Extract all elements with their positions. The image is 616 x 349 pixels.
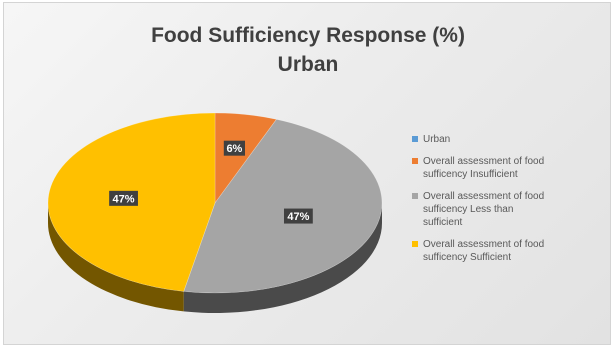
legend-label-line: Overall assessment of food xyxy=(423,191,545,202)
legend-label-line: sufficient xyxy=(423,217,463,228)
legend-swatch xyxy=(412,136,418,142)
legend-label-line: Overall assessment of food xyxy=(423,156,545,167)
chart-legend: Urban Overall assessment of food sufficenc… xyxy=(412,133,612,273)
legend-item-3: Overall assessment of food sufficency Suf… xyxy=(412,238,612,264)
data-label-slice-3: 47% xyxy=(109,190,138,206)
legend-swatch xyxy=(412,158,418,164)
slice-1 xyxy=(214,112,277,204)
slice-3-side xyxy=(48,203,184,312)
legend-label-line: Urban xyxy=(423,134,451,145)
chart-area: Food Sufficiency Response (%) Urban 6% 47… xyxy=(3,2,611,345)
legend-label-line: sufficency Insufficient xyxy=(423,169,518,180)
pie-labels: 6% 47% 47% xyxy=(109,140,313,224)
pie-depth xyxy=(48,203,382,314)
chart-title-line-2: Urban xyxy=(277,53,339,76)
data-label-slice-2: 47% xyxy=(283,208,313,224)
legend-swatch xyxy=(412,241,418,247)
pie-chart: 6% 47% 47% xyxy=(47,112,383,314)
legend-item-0: Urban xyxy=(412,133,612,146)
legend-item-2: Overall assessment of food sufficency Les… xyxy=(412,190,612,229)
slice-2 xyxy=(183,118,383,294)
data-label-box xyxy=(283,208,313,224)
data-label-box xyxy=(223,140,246,156)
data-label-slice-1: 6% xyxy=(223,140,246,156)
data-label-text: 47% xyxy=(113,193,135,205)
chart-title: Food Sufficiency Response (%) Urban xyxy=(4,21,612,79)
legend-label-line: sufficency Sufficient xyxy=(423,252,512,263)
legend-item-1: Overall assessment of food sufficency Ins… xyxy=(412,155,612,181)
legend-label-line: Overall assessment of food xyxy=(423,239,545,250)
data-label-text: 47% xyxy=(287,211,309,223)
pie-slices xyxy=(47,112,383,294)
legend-swatch xyxy=(412,193,418,199)
data-label-text: 6% xyxy=(226,143,242,155)
legend-label-line: sufficency Less than xyxy=(423,204,514,215)
data-label-box xyxy=(109,190,138,206)
chart-title-line-1: Food Sufficiency Response (%) xyxy=(151,24,465,47)
slice-2-side xyxy=(183,203,382,314)
